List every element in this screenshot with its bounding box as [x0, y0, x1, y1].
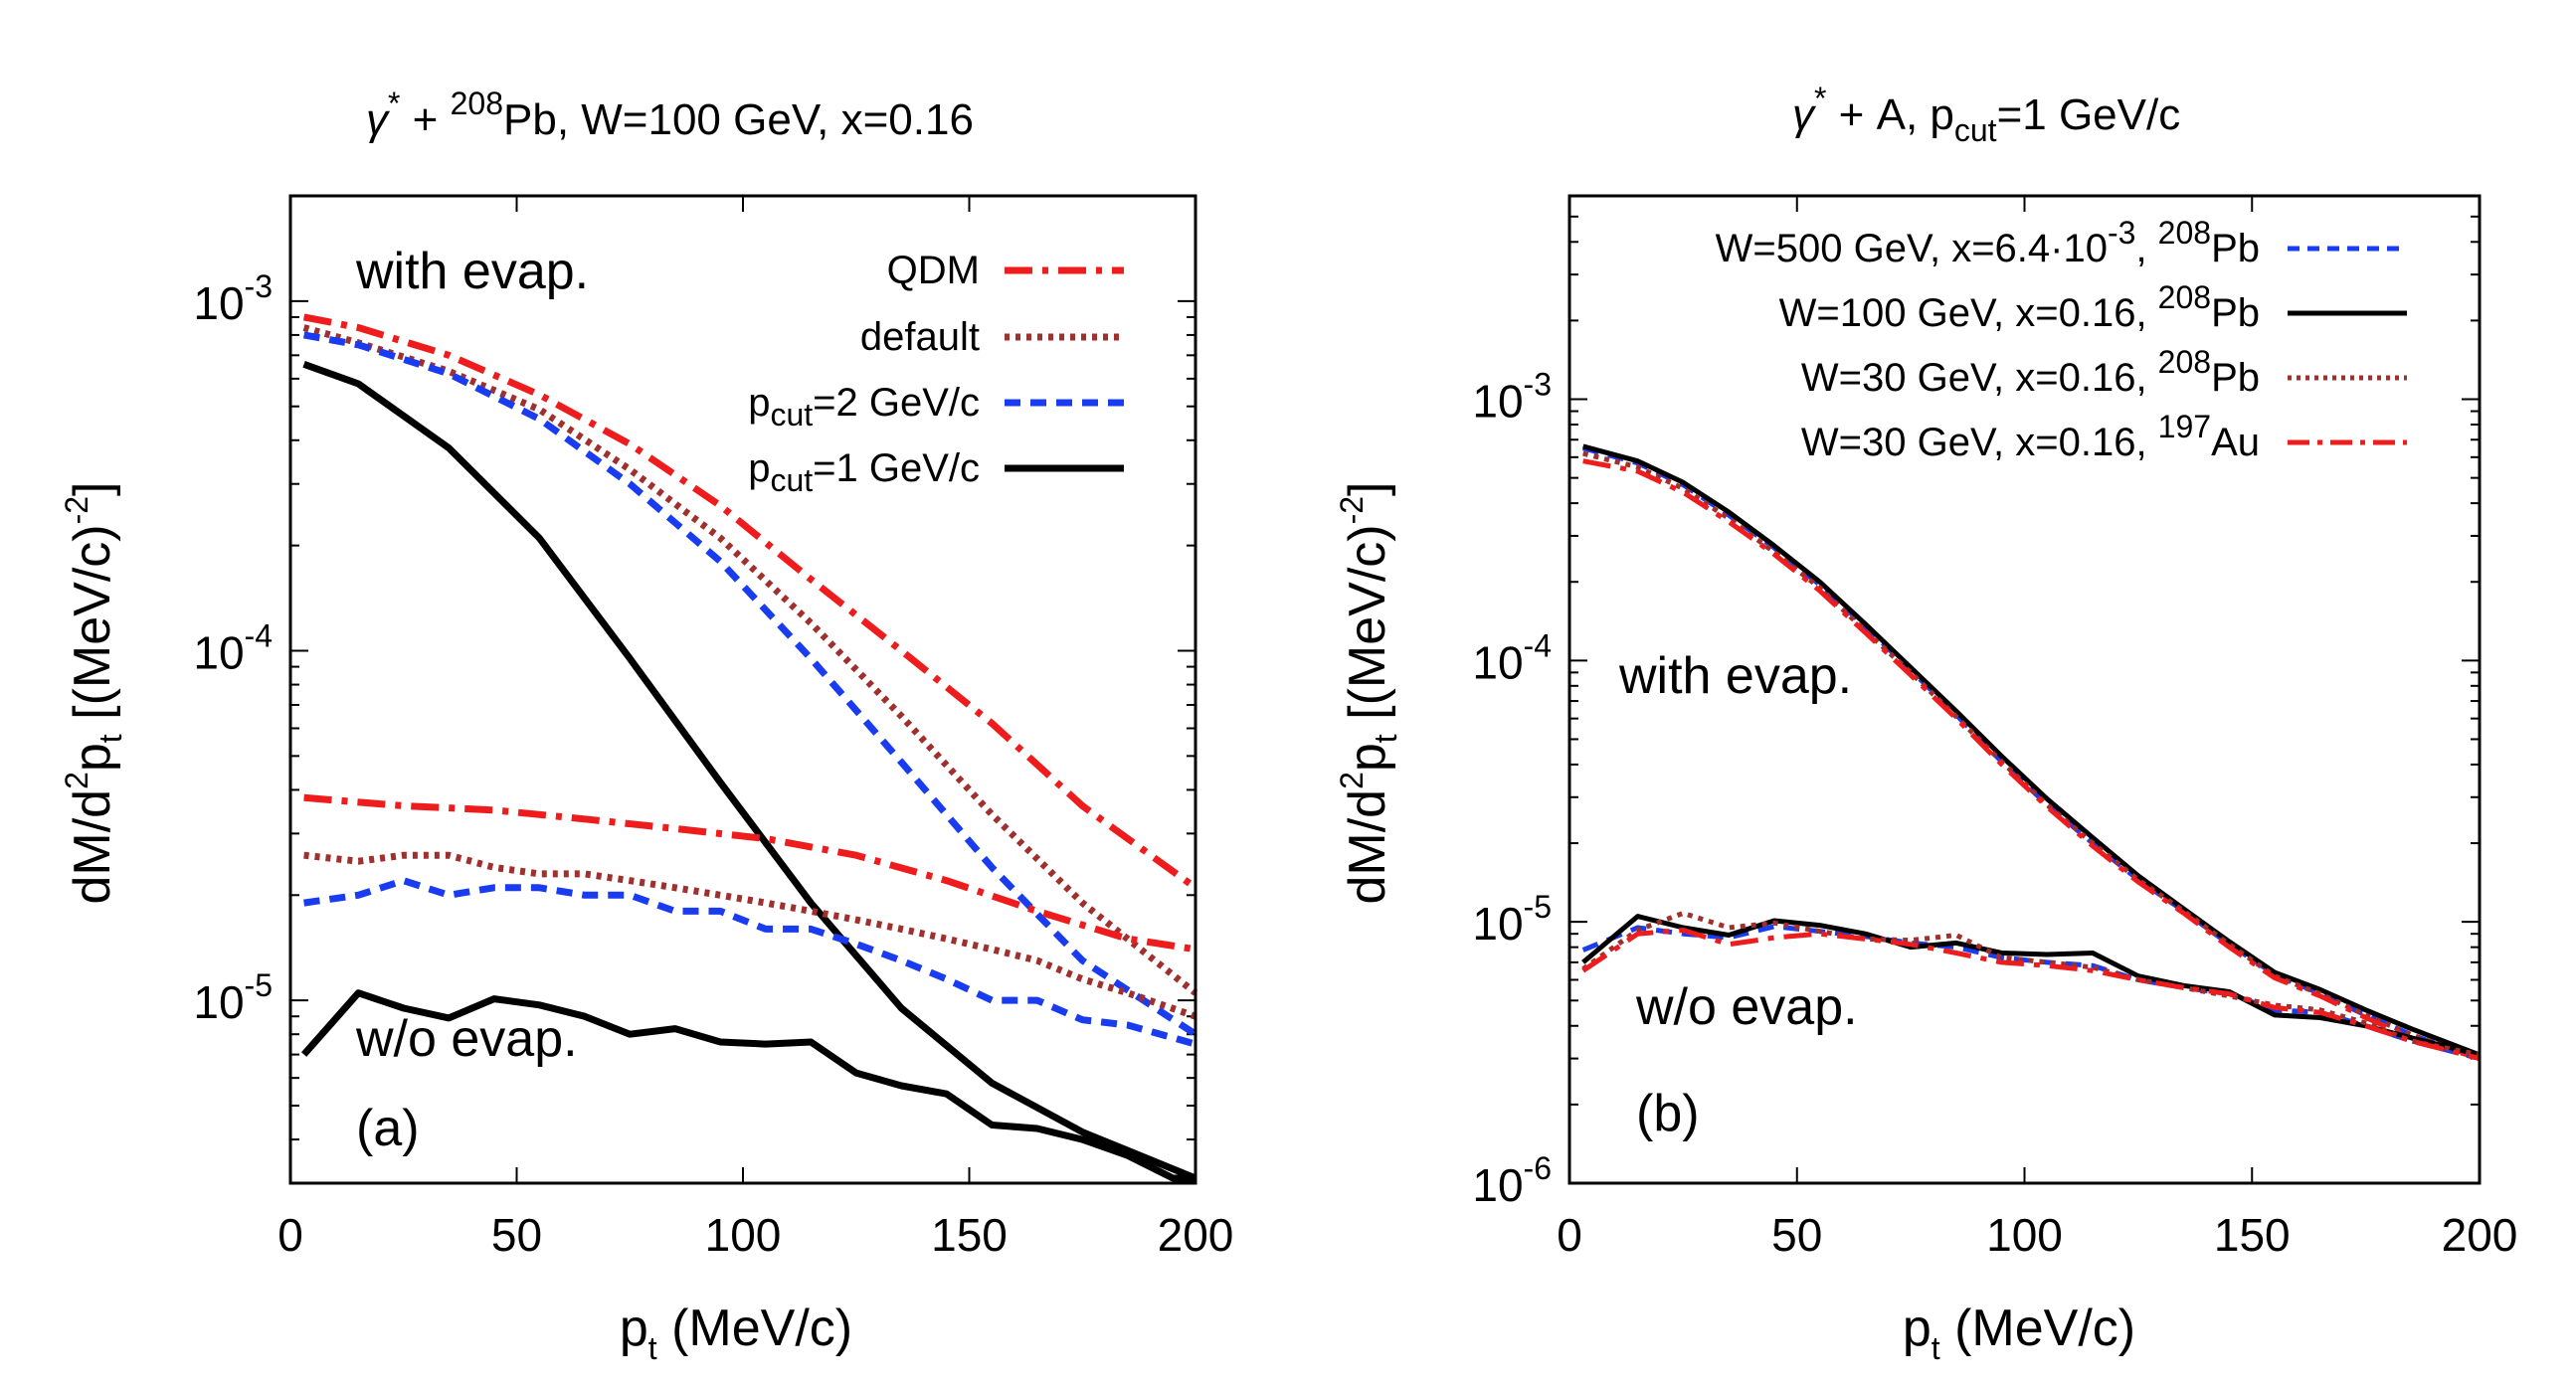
y-tick-label: 10-5	[1472, 889, 1552, 950]
x-tick-label: 100	[1986, 1209, 2063, 1261]
y-tick-label: 10-4	[193, 617, 273, 678]
x-tick-label: 200	[1158, 1209, 1234, 1261]
y-tick-label: 10-3	[1472, 367, 1552, 428]
panel-a-y-axis-label: dM/d2pt [(MeV/c)-2]	[59, 481, 128, 904]
legend-b-label-1: W=100 GeV, x=0.16, 208Pb	[1779, 279, 2260, 335]
series-line-a-2	[302, 331, 1197, 1038]
panel-a-panel-label: (a)	[356, 1100, 420, 1157]
legend-b-label-3: W=30 GeV, x=0.16, 197Au	[1801, 409, 2260, 464]
legend-a-label-3: pcut=1 GeV/c	[748, 446, 980, 498]
series-line-a-3	[302, 361, 1197, 1182]
panel-a-ticks: 0 50 100 150 200 10-5 10-4 10-3	[193, 195, 1234, 1261]
panel-b-y-axis-label: dM/d2pt [(MeV/c)-2]	[1334, 481, 1403, 904]
panel-a-plot-frame	[288, 194, 1197, 1185]
panel-b-x-axis-label: pt (MeV/c)	[1903, 1300, 2135, 1366]
y-tick-label: 10-5	[193, 967, 273, 1028]
y-tick-label: 10-4	[1472, 627, 1552, 688]
x-tick-label: 200	[2442, 1209, 2518, 1261]
series-line-a-5	[303, 851, 1197, 1020]
panel-b-legend: W=500 GeV, x=6.4·10-3, 208Pb W=100 GeV, …	[1716, 215, 2407, 464]
legend-a-label-0: QDM	[887, 249, 980, 292]
panel-b-ticks: 0 50 100 150 200 10-6 10-5 10-4 10-3	[1472, 195, 2518, 1261]
series-line-b-5	[1581, 914, 2481, 1058]
y-tick-label: 10-3	[193, 268, 273, 329]
series-line-b-0	[1582, 445, 2481, 1061]
panel-b-with-evap-label: with evap.	[1618, 647, 1852, 705]
panel-a-x-axis-label: pt (MeV/c)	[620, 1300, 852, 1366]
panel-b-plot-frame	[1567, 194, 2482, 1185]
x-tick-label: 150	[2214, 1209, 2291, 1261]
panel-b: γ* + A, pcut=1 GeV/c dM/d2pt [(MeV/c)-2]…	[1334, 81, 2517, 1366]
series-line-b-7	[1581, 928, 2481, 1062]
panel-b-series	[1581, 443, 2481, 1062]
x-tick-label: 150	[931, 1209, 1008, 1261]
panel-a-with-evap-label: with evap.	[355, 243, 589, 300]
series-line-a-0	[302, 313, 1198, 891]
x-tick-label: 0	[1557, 1209, 1582, 1261]
panel-a: γ* + 208Pb, W=100 GeV, x=0.16 dM/d2pt [(…	[59, 86, 1233, 1366]
x-tick-label: 0	[277, 1209, 303, 1261]
legend-a-label-1: default	[860, 315, 980, 359]
panel-a-legend: QDM default pcut=2 GeV/c pcut=1 GeV/c	[748, 249, 1124, 498]
panel-b-without-evap-label: w/o evap.	[1635, 978, 1858, 1036]
panel-a-series	[300, 313, 1198, 1182]
series-line-a-7	[300, 989, 1196, 1182]
series-line-b-1	[1582, 443, 2481, 1058]
series-line-a-1	[302, 324, 1198, 996]
series-line-b-3	[1582, 458, 2481, 1061]
panel-a-without-evap-label: w/o evap.	[355, 1010, 578, 1068]
panel-b-title: γ* + A, pcut=1 GeV/c	[1792, 81, 2180, 148]
series-line-a-4	[303, 793, 1196, 954]
legend-b-label-0: W=500 GeV, x=6.4·10-3, 208Pb	[1716, 215, 2260, 270]
x-tick-label: 100	[705, 1209, 782, 1261]
x-tick-label: 50	[491, 1209, 542, 1261]
series-line-b-6	[1581, 910, 2481, 1058]
y-tick-label: 10-6	[1472, 1150, 1552, 1211]
panel-b-panel-label: (b)	[1636, 1085, 1700, 1142]
series-line-b-4	[1581, 924, 2481, 1062]
series-line-a-6	[303, 877, 1196, 1048]
legend-a-label-2: pcut=2 GeV/c	[748, 381, 980, 433]
panel-a-title: γ* + 208Pb, W=100 GeV, x=0.16	[366, 86, 974, 144]
x-tick-label: 50	[1771, 1209, 1822, 1261]
legend-b-label-2: W=30 GeV, x=0.16, 208Pb	[1801, 344, 2260, 400]
